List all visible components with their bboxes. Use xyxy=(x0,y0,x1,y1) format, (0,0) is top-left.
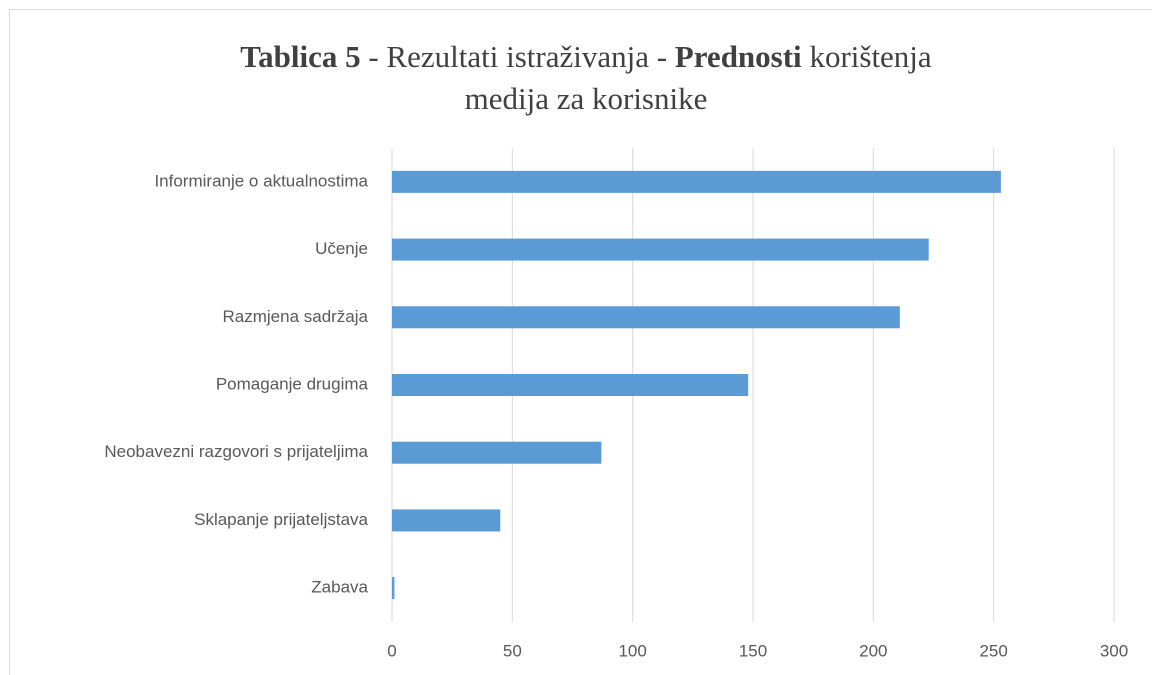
y-tick-label: Informiranje o aktualnostima xyxy=(154,171,368,190)
x-tick-label: 50 xyxy=(503,641,522,660)
x-tick-label: 0 xyxy=(387,641,396,660)
title-part: - Rezultati istraživanja - xyxy=(361,39,675,74)
title-part: Prednosti xyxy=(675,39,802,74)
x-tick-label: 200 xyxy=(859,641,887,660)
bar xyxy=(392,374,749,396)
x-tick-label: 250 xyxy=(979,641,1007,660)
y-tick-label: Sklapanje prijateljstava xyxy=(194,510,368,529)
bar xyxy=(392,577,395,600)
y-tick-label: Učenje xyxy=(315,239,368,258)
bar xyxy=(392,238,929,261)
bar xyxy=(392,441,602,464)
x-tick-label: 300 xyxy=(1100,641,1128,660)
y-tick-label: Pomaganje drugima xyxy=(216,374,369,393)
bar xyxy=(392,170,1001,193)
x-tick-label: 100 xyxy=(618,641,646,660)
title-part: medija za korisnike xyxy=(465,81,708,116)
y-tick-label: Zabava xyxy=(311,578,368,597)
title-part: Tablica 5 xyxy=(240,39,360,74)
chart-title: Tablica 5 - Rezultati istraživanja - Pre… xyxy=(240,39,932,74)
bar xyxy=(392,509,501,532)
y-tick-label: Razmjena sadržaja xyxy=(222,307,368,326)
chart-title: medija za korisnike xyxy=(465,81,708,116)
bar xyxy=(392,306,900,329)
x-tick-label: 150 xyxy=(739,641,767,660)
title-part: korištenja xyxy=(802,39,932,74)
y-tick-label: Neobavezni razgovori s prijateljima xyxy=(104,442,368,461)
chart-border xyxy=(9,9,1152,675)
